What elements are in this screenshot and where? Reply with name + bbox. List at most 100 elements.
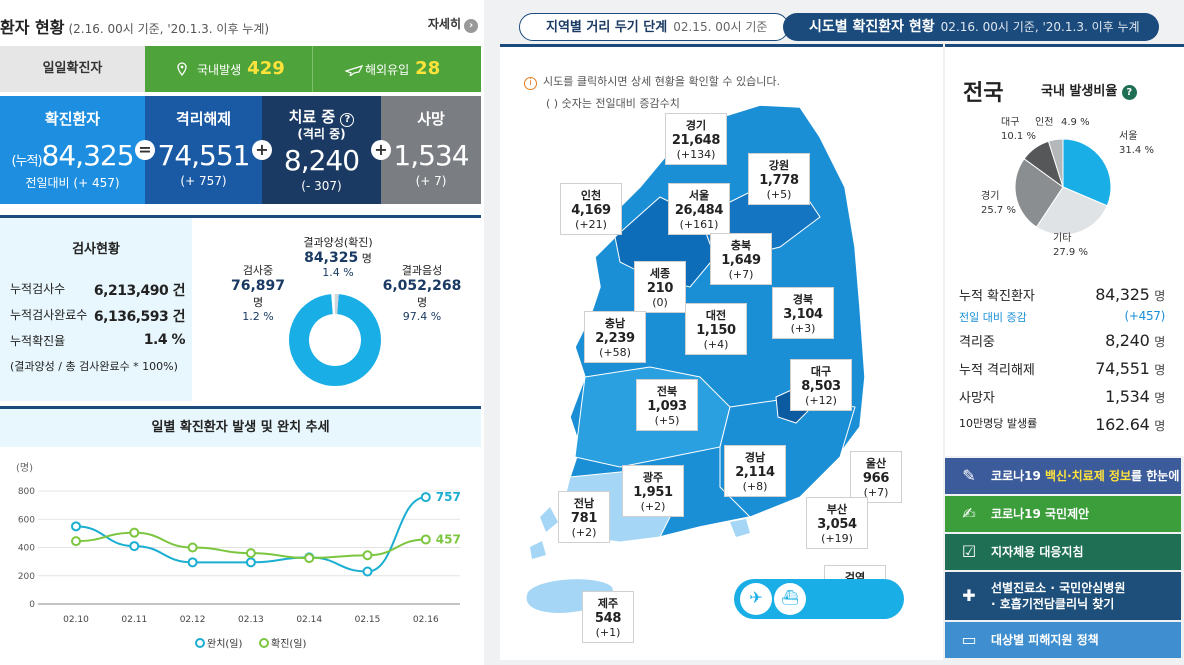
- region-label[interactable]: 세종 210 (0): [634, 261, 686, 313]
- data-point[interactable]: [362, 550, 373, 561]
- region-value: 210: [646, 281, 674, 296]
- x-tick-label: 02.10: [63, 615, 89, 625]
- airplane-icon: ✈: [740, 583, 772, 615]
- region-name: 충북: [730, 239, 752, 252]
- plus-icon: +: [371, 140, 391, 160]
- region-name: 대구: [810, 365, 832, 378]
- pie-label: 대구: [1001, 117, 1019, 128]
- quick-link-button[interactable]: ✚ 선별진료소 · 국민안심병원 · 호흡기전담클리닉 찾기: [945, 572, 1181, 620]
- quick-link-button[interactable]: ✍ 코로나19 국민제안: [945, 496, 1181, 532]
- region-delta: (+5): [766, 188, 792, 201]
- region-name: 세종: [649, 267, 671, 280]
- region-name: 울산: [865, 457, 887, 470]
- data-point[interactable]: [187, 542, 198, 553]
- stat-value: 8,240: [283, 144, 360, 177]
- data-point[interactable]: [245, 557, 256, 568]
- region-label[interactable]: 인천 4,169 (+21): [560, 183, 622, 235]
- region-label[interactable]: 부산 3,054 (+19): [806, 497, 868, 549]
- stat-title: 치료 중 ?: [262, 106, 381, 127]
- pie-label: 기타: [1053, 232, 1071, 244]
- testing-note: (결과양성 / 총 검사완료수 * 100%): [10, 360, 178, 373]
- region-label[interactable]: 경북 3,104 (+3): [772, 287, 834, 339]
- y-tick-label: 0: [29, 600, 35, 610]
- region-value: 1,951: [633, 485, 673, 500]
- data-point[interactable]: [187, 557, 198, 568]
- tab-regional[interactable]: 시도별 확진환자 현황 02.16. 00시 기준, '20.1.3. 이후 누계: [783, 13, 1159, 41]
- arrow-right-icon: ›: [464, 19, 478, 33]
- national-title: 전국: [963, 81, 1004, 106]
- region-label[interactable]: 광주 1,951 (+2): [622, 465, 684, 517]
- legend-marker: [259, 638, 269, 648]
- guide-icon: ☑: [961, 542, 977, 561]
- donut-slice-negative: [289, 294, 381, 386]
- y-tick-label: 200: [18, 572, 35, 582]
- domestic-pie: 서울 31.4 % 기타 27.9 % 경기 25.7 % 대구 10.1 % 인천 4.9 %: [981, 117, 1154, 258]
- x-tick-label: 02.11: [121, 615, 147, 625]
- region-label[interactable]: 전북 1,093 (+5): [636, 379, 698, 431]
- region-delta: (+12): [805, 394, 837, 407]
- left-panel: 환자 현황 (2.16. 00시 기준, '20.1.3. 이후 누계) 자세히 ›…: [0, 0, 484, 665]
- quarantine-bar[interactable]: ✈ ⛴: [734, 579, 904, 619]
- daily-confirmed-bar: 일일확진자 국내발생 429 해외유입 28: [0, 46, 481, 92]
- region-value: 1,649: [721, 253, 761, 268]
- chart-title: 일별 확진환자 발생 및 완치 추세: [0, 409, 481, 447]
- data-point[interactable]: [245, 548, 256, 559]
- data-point[interactable]: [420, 534, 431, 545]
- pie-pct: 10.1 %: [1001, 131, 1036, 142]
- testing-panel: 검사현황 6,213,490 건 누적검사수 6,136,593 건 누적검사완료수…: [0, 215, 481, 401]
- data-point[interactable]: [420, 492, 431, 503]
- data-point[interactable]: [129, 541, 140, 552]
- region-value: 966: [862, 471, 890, 486]
- region-label[interactable]: 경기 21,648 (+134): [665, 113, 727, 165]
- region-label[interactable]: 제주 548 (+1): [582, 591, 634, 643]
- data-point[interactable]: [71, 521, 81, 532]
- tab-distancing[interactable]: 지역별 거리 두기 단계 02.15. 00시 기준: [519, 13, 789, 41]
- trend-chart: (명) 0 200 400 600 800 02.10 02.11 02.12 02.13 02.1…: [16, 462, 461, 650]
- stat-delta: (- 307): [301, 179, 342, 193]
- testing-title: 검사현황: [72, 242, 120, 257]
- quick-link-button[interactable]: ☑ 지자체용 대응지침: [945, 534, 1181, 570]
- quick-link-button[interactable]: ▭ 대상별 피해지원 정책: [945, 622, 1181, 658]
- region-value: 2,239: [595, 331, 635, 346]
- islands-shape: [530, 507, 750, 559]
- stat-treating: 치료 중 ? (격리 중) 8,240 (- 307): [262, 96, 381, 204]
- help-icon[interactable]: ?: [340, 113, 355, 127]
- more-link[interactable]: 자세히 ›: [428, 15, 478, 33]
- region-label[interactable]: 서울 26,484 (+161): [668, 183, 730, 235]
- region-name: 충남: [604, 317, 626, 330]
- map-tabs: 지역별 거리 두기 단계 02.15. 00시 기준 시도별 확진환자 현황 02.…: [519, 13, 1159, 41]
- stat-deaths: 사망 1,534 (+ 7): [381, 96, 481, 204]
- testing-summary: 검사현황 6,213,490 건 누적검사수 6,136,593 건 누적검사완료수…: [0, 218, 192, 401]
- data-point[interactable]: [362, 566, 373, 577]
- region-value: 8,503: [801, 379, 841, 394]
- x-tick-label: 02.14: [296, 615, 322, 625]
- region-name: 인천: [580, 189, 602, 202]
- region-delta: (+2): [640, 500, 666, 513]
- region-delta: (0): [652, 296, 668, 309]
- region-label[interactable]: 대전 1,150 (+4): [685, 303, 747, 355]
- data-point[interactable]: [71, 536, 81, 547]
- data-point[interactable]: [129, 527, 140, 538]
- pie-pct: 25.7 %: [981, 205, 1016, 216]
- help-icon[interactable]: ?: [1121, 85, 1137, 100]
- region-delta: (+1): [595, 626, 621, 639]
- region-label[interactable]: 울산 966 (+7): [850, 451, 902, 503]
- region-delta: (+8): [742, 480, 768, 493]
- location-pin-icon: [177, 62, 187, 76]
- region-label[interactable]: 전남 781 (+2): [558, 491, 610, 543]
- x-tick-label: 02.15: [355, 615, 381, 625]
- region-value: 1,093: [647, 399, 687, 414]
- region-label[interactable]: 대구 8,503 (+12): [790, 359, 852, 411]
- positive-stat: 결과양성(확진) 84,325 명 1.4 %: [303, 236, 373, 279]
- quick-link-button[interactable]: ✎ 코로나19 백신·치료제 정보를 한눈에: [945, 458, 1181, 494]
- region-name: 강원: [768, 159, 790, 172]
- pie-slice: [1014, 158, 1064, 228]
- region-label[interactable]: 충남 2,239 (+58): [584, 311, 646, 363]
- region-label[interactable]: 강원 1,778 (+5): [748, 153, 810, 205]
- data-point[interactable]: [304, 553, 315, 564]
- region-label[interactable]: 경남 2,114 (+8): [724, 445, 786, 497]
- pie-slice: [1035, 186, 1108, 236]
- region-label[interactable]: 충북 1,649 (+7): [710, 233, 772, 285]
- x-tick-label: 02.16: [413, 615, 439, 625]
- region-name: 전북: [656, 385, 678, 398]
